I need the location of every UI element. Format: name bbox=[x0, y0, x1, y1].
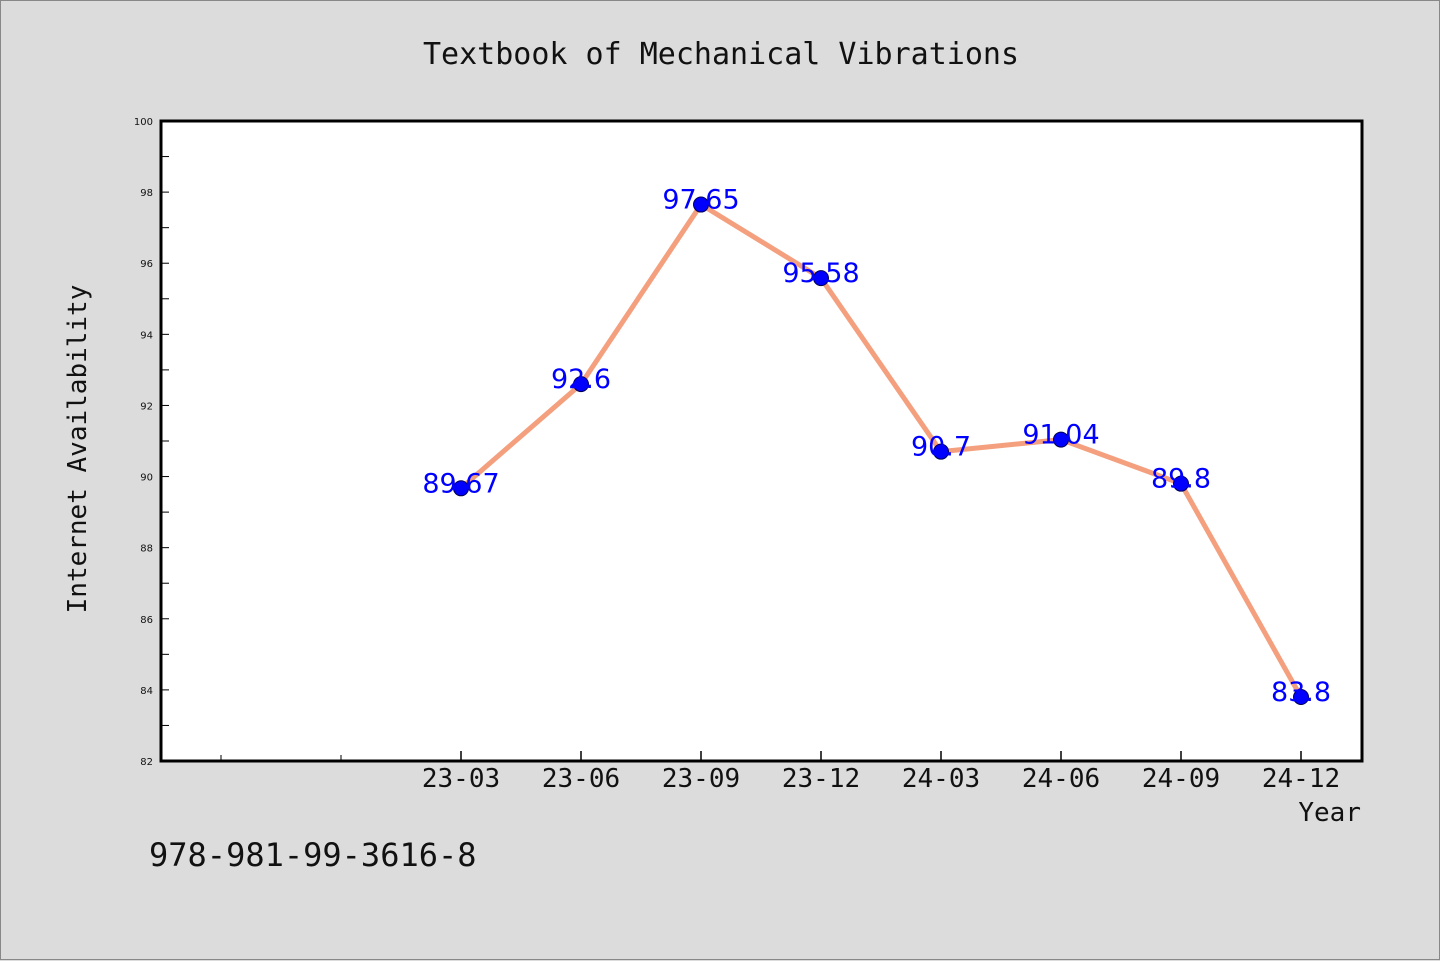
x-tick-label: 24-03 bbox=[902, 764, 980, 794]
data-point bbox=[693, 196, 709, 213]
y-tick-label: 82 bbox=[140, 757, 153, 768]
data-label: 91.04 bbox=[1022, 420, 1099, 451]
data-point bbox=[1173, 475, 1189, 492]
chart-title: Textbook of Mechanical Vibrations bbox=[423, 37, 1019, 72]
y-tick-label: 96 bbox=[140, 259, 153, 270]
data-point bbox=[573, 376, 589, 393]
y-tick-label: 90 bbox=[140, 473, 153, 484]
data-label: 89.8 bbox=[1151, 464, 1211, 495]
x-axis-label: Year bbox=[1298, 798, 1361, 828]
x-tick-label: 23-03 bbox=[422, 764, 500, 794]
data-label: 92.6 bbox=[551, 364, 611, 395]
x-tick-label: 23-12 bbox=[782, 764, 860, 794]
x-tick-label: 24-09 bbox=[1142, 764, 1220, 794]
data-label: 83.8 bbox=[1271, 677, 1331, 708]
y-tick-label: 92 bbox=[140, 401, 153, 412]
series-line-group bbox=[453, 196, 1309, 705]
plot-area bbox=[161, 121, 1362, 761]
data-point bbox=[1053, 431, 1069, 448]
y-tick-label: 98 bbox=[140, 188, 153, 199]
y-axis-label: Internet Availability bbox=[63, 285, 93, 614]
y-tick-label: 86 bbox=[140, 615, 153, 626]
data-point bbox=[933, 443, 949, 460]
data-point bbox=[453, 480, 469, 497]
x-tick-label: 23-09 bbox=[662, 764, 740, 794]
data-point bbox=[1293, 689, 1309, 705]
isbn-footer: 978-981-99-3616-8 bbox=[149, 836, 477, 874]
x-axis: 23-03 23-06 23-09 23-12 24-03 24-06 24-09 24-12 bbox=[220, 751, 1340, 794]
x-tick-label: 23-06 bbox=[542, 764, 620, 794]
x-tick-label: 24-06 bbox=[1022, 764, 1100, 794]
x-tick-label: 24-12 bbox=[1262, 764, 1340, 794]
y-tick-label: 100 bbox=[134, 117, 153, 128]
data-label: 89.67 bbox=[422, 468, 499, 499]
y-axis: 82 84 86 88 90 92 94 96 98 100 bbox=[134, 117, 169, 768]
data-point bbox=[813, 270, 829, 287]
data-labels: 89.67 92.6 97.65 95.58 90.7 91.04 89.8 83.8 bbox=[422, 185, 1331, 708]
y-tick-label: 94 bbox=[140, 330, 153, 341]
y-tick-label: 84 bbox=[140, 686, 153, 697]
y-tick-label: 88 bbox=[140, 544, 153, 555]
data-label: 90.7 bbox=[911, 432, 971, 463]
data-label: 97.65 bbox=[662, 185, 739, 216]
series-line bbox=[458, 202, 1304, 700]
data-label: 95.58 bbox=[782, 258, 859, 289]
plot-border bbox=[159, 119, 1364, 763]
